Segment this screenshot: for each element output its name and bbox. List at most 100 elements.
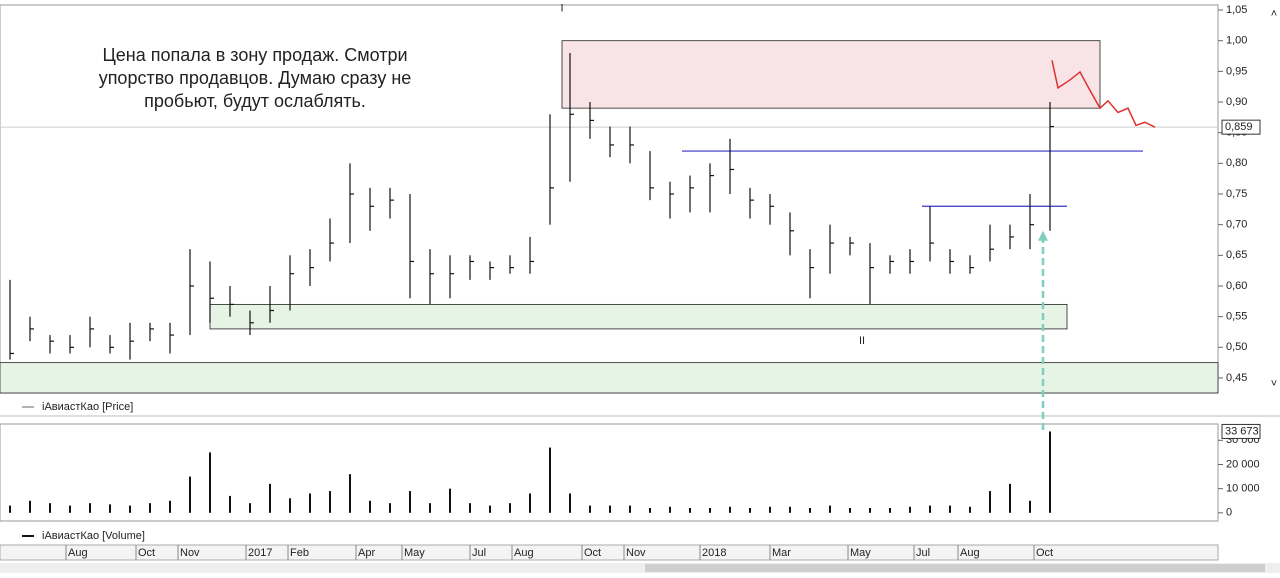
y-tick-label: 0,55 <box>1226 311 1247 323</box>
volume-bar <box>749 507 751 513</box>
volume-bar <box>609 505 611 513</box>
volume-bar <box>189 476 191 513</box>
note-text: Цена попала в зону продаж. Смотри <box>102 45 407 65</box>
volume-bar <box>649 507 651 513</box>
x-tick-label: Oct <box>1036 547 1053 559</box>
x-tick-label: Jul <box>916 547 930 559</box>
volume-bar <box>149 503 151 513</box>
x-tick-label: Aug <box>68 547 88 559</box>
volume-bar <box>429 503 431 513</box>
volume-bar <box>249 503 251 513</box>
volume-panel <box>0 423 1219 522</box>
x-tick-label: Oct <box>138 547 155 559</box>
x-tick-label: Feb <box>290 547 309 559</box>
volume-bar <box>689 507 691 513</box>
x-tick-label: Aug <box>960 547 980 559</box>
x-tick-label: 2017 <box>248 547 272 559</box>
y-tick-label: 20 000 <box>1226 458 1260 470</box>
x-tick-label: Apr <box>358 547 375 559</box>
volume-bar <box>89 503 91 513</box>
arrow-head <box>1038 230 1048 241</box>
volume-bar <box>49 503 51 513</box>
volume-bar <box>509 503 511 513</box>
volume-bar <box>489 505 491 513</box>
zone <box>209 303 1068 330</box>
y-tick-label: 0,45 <box>1226 372 1247 384</box>
zone <box>0 362 1219 394</box>
volume-bar <box>549 447 551 513</box>
note-text: пробьют, будут ослаблять. <box>144 91 366 111</box>
x-tick-label: Oct <box>584 547 601 559</box>
scrollbar[interactable] <box>0 563 1280 573</box>
last-value-label: 0,859 <box>1225 121 1253 133</box>
volume-bar <box>329 491 331 513</box>
legend-label: iАвиастКао [Price] <box>42 401 133 413</box>
volume-bar <box>909 506 911 513</box>
volume-bar <box>349 474 351 513</box>
volume-bar <box>989 491 991 513</box>
volume-bar <box>449 488 451 513</box>
volume-bar <box>529 493 531 513</box>
volume-bar <box>729 506 731 513</box>
volume-bar <box>709 507 711 513</box>
volume-bar <box>29 500 31 513</box>
y-tick-label: 0,70 <box>1226 219 1247 231</box>
scroll-up[interactable]: ˄ <box>1271 8 1277 20</box>
volume-bar <box>269 483 271 513</box>
scroll-down[interactable]: ˅ <box>1271 378 1277 390</box>
x-tick-label: Nov <box>180 547 200 559</box>
volume-bar <box>589 505 591 513</box>
wave-label: I <box>560 3 563 15</box>
last-value-box <box>1221 423 1261 439</box>
zone <box>561 40 1101 109</box>
volume-bar <box>949 505 951 513</box>
wave-label: II <box>859 335 865 347</box>
volume-bar <box>389 503 391 513</box>
volume-bar <box>809 507 811 513</box>
y-tick-label: 0,50 <box>1226 341 1247 353</box>
y-tick-label: 0 <box>1226 507 1232 519</box>
volume-bar <box>1029 500 1031 513</box>
volume-bar <box>1049 431 1051 513</box>
y-tick-label: 0,75 <box>1226 188 1247 200</box>
volume-bar <box>1009 483 1011 513</box>
x-tick-label: 2018 <box>702 547 726 559</box>
volume-bar <box>889 507 891 513</box>
volume-bar <box>869 507 871 513</box>
volume-bar <box>369 500 371 513</box>
forecast-line <box>1051 60 1156 128</box>
volume-bar <box>829 505 831 513</box>
volume-bar <box>769 506 771 513</box>
volume-bar <box>849 507 851 513</box>
y-tick-label: 0,65 <box>1226 249 1247 261</box>
note-text: упорство продавцов. Думаю сразу не <box>99 68 412 88</box>
y-tick-label: 10 000 <box>1226 483 1260 495</box>
volume-bar <box>9 505 11 513</box>
x-tick-label: Jul <box>472 547 486 559</box>
scroll-thumb[interactable] <box>645 564 1265 572</box>
volume-bar <box>109 504 111 513</box>
volume-bar <box>629 505 631 513</box>
y-tick-label: 1,00 <box>1226 35 1247 47</box>
volume-bar <box>129 505 131 513</box>
y-tick-label: 0,80 <box>1226 157 1247 169</box>
y-tick-label: 0,60 <box>1226 280 1247 292</box>
volume-bar <box>409 491 411 513</box>
volume-bar <box>309 493 311 513</box>
volume-bar <box>229 495 231 513</box>
volume-bar <box>289 498 291 513</box>
legend-label: iАвиастКао [Volume] <box>42 530 145 542</box>
volume-bar <box>569 493 571 513</box>
volume-bar <box>929 505 931 513</box>
x-tick-label: May <box>850 547 871 559</box>
x-tick-label: Nov <box>626 547 646 559</box>
volume-bar <box>69 505 71 513</box>
volume-bar <box>169 500 171 513</box>
last-value-box <box>1221 119 1261 135</box>
x-tick-label: Aug <box>514 547 534 559</box>
volume-bar <box>969 506 971 513</box>
volume-bar <box>469 503 471 513</box>
y-tick-label: 1,05 <box>1226 4 1247 16</box>
last-value-label: 33 673 <box>1225 425 1259 437</box>
